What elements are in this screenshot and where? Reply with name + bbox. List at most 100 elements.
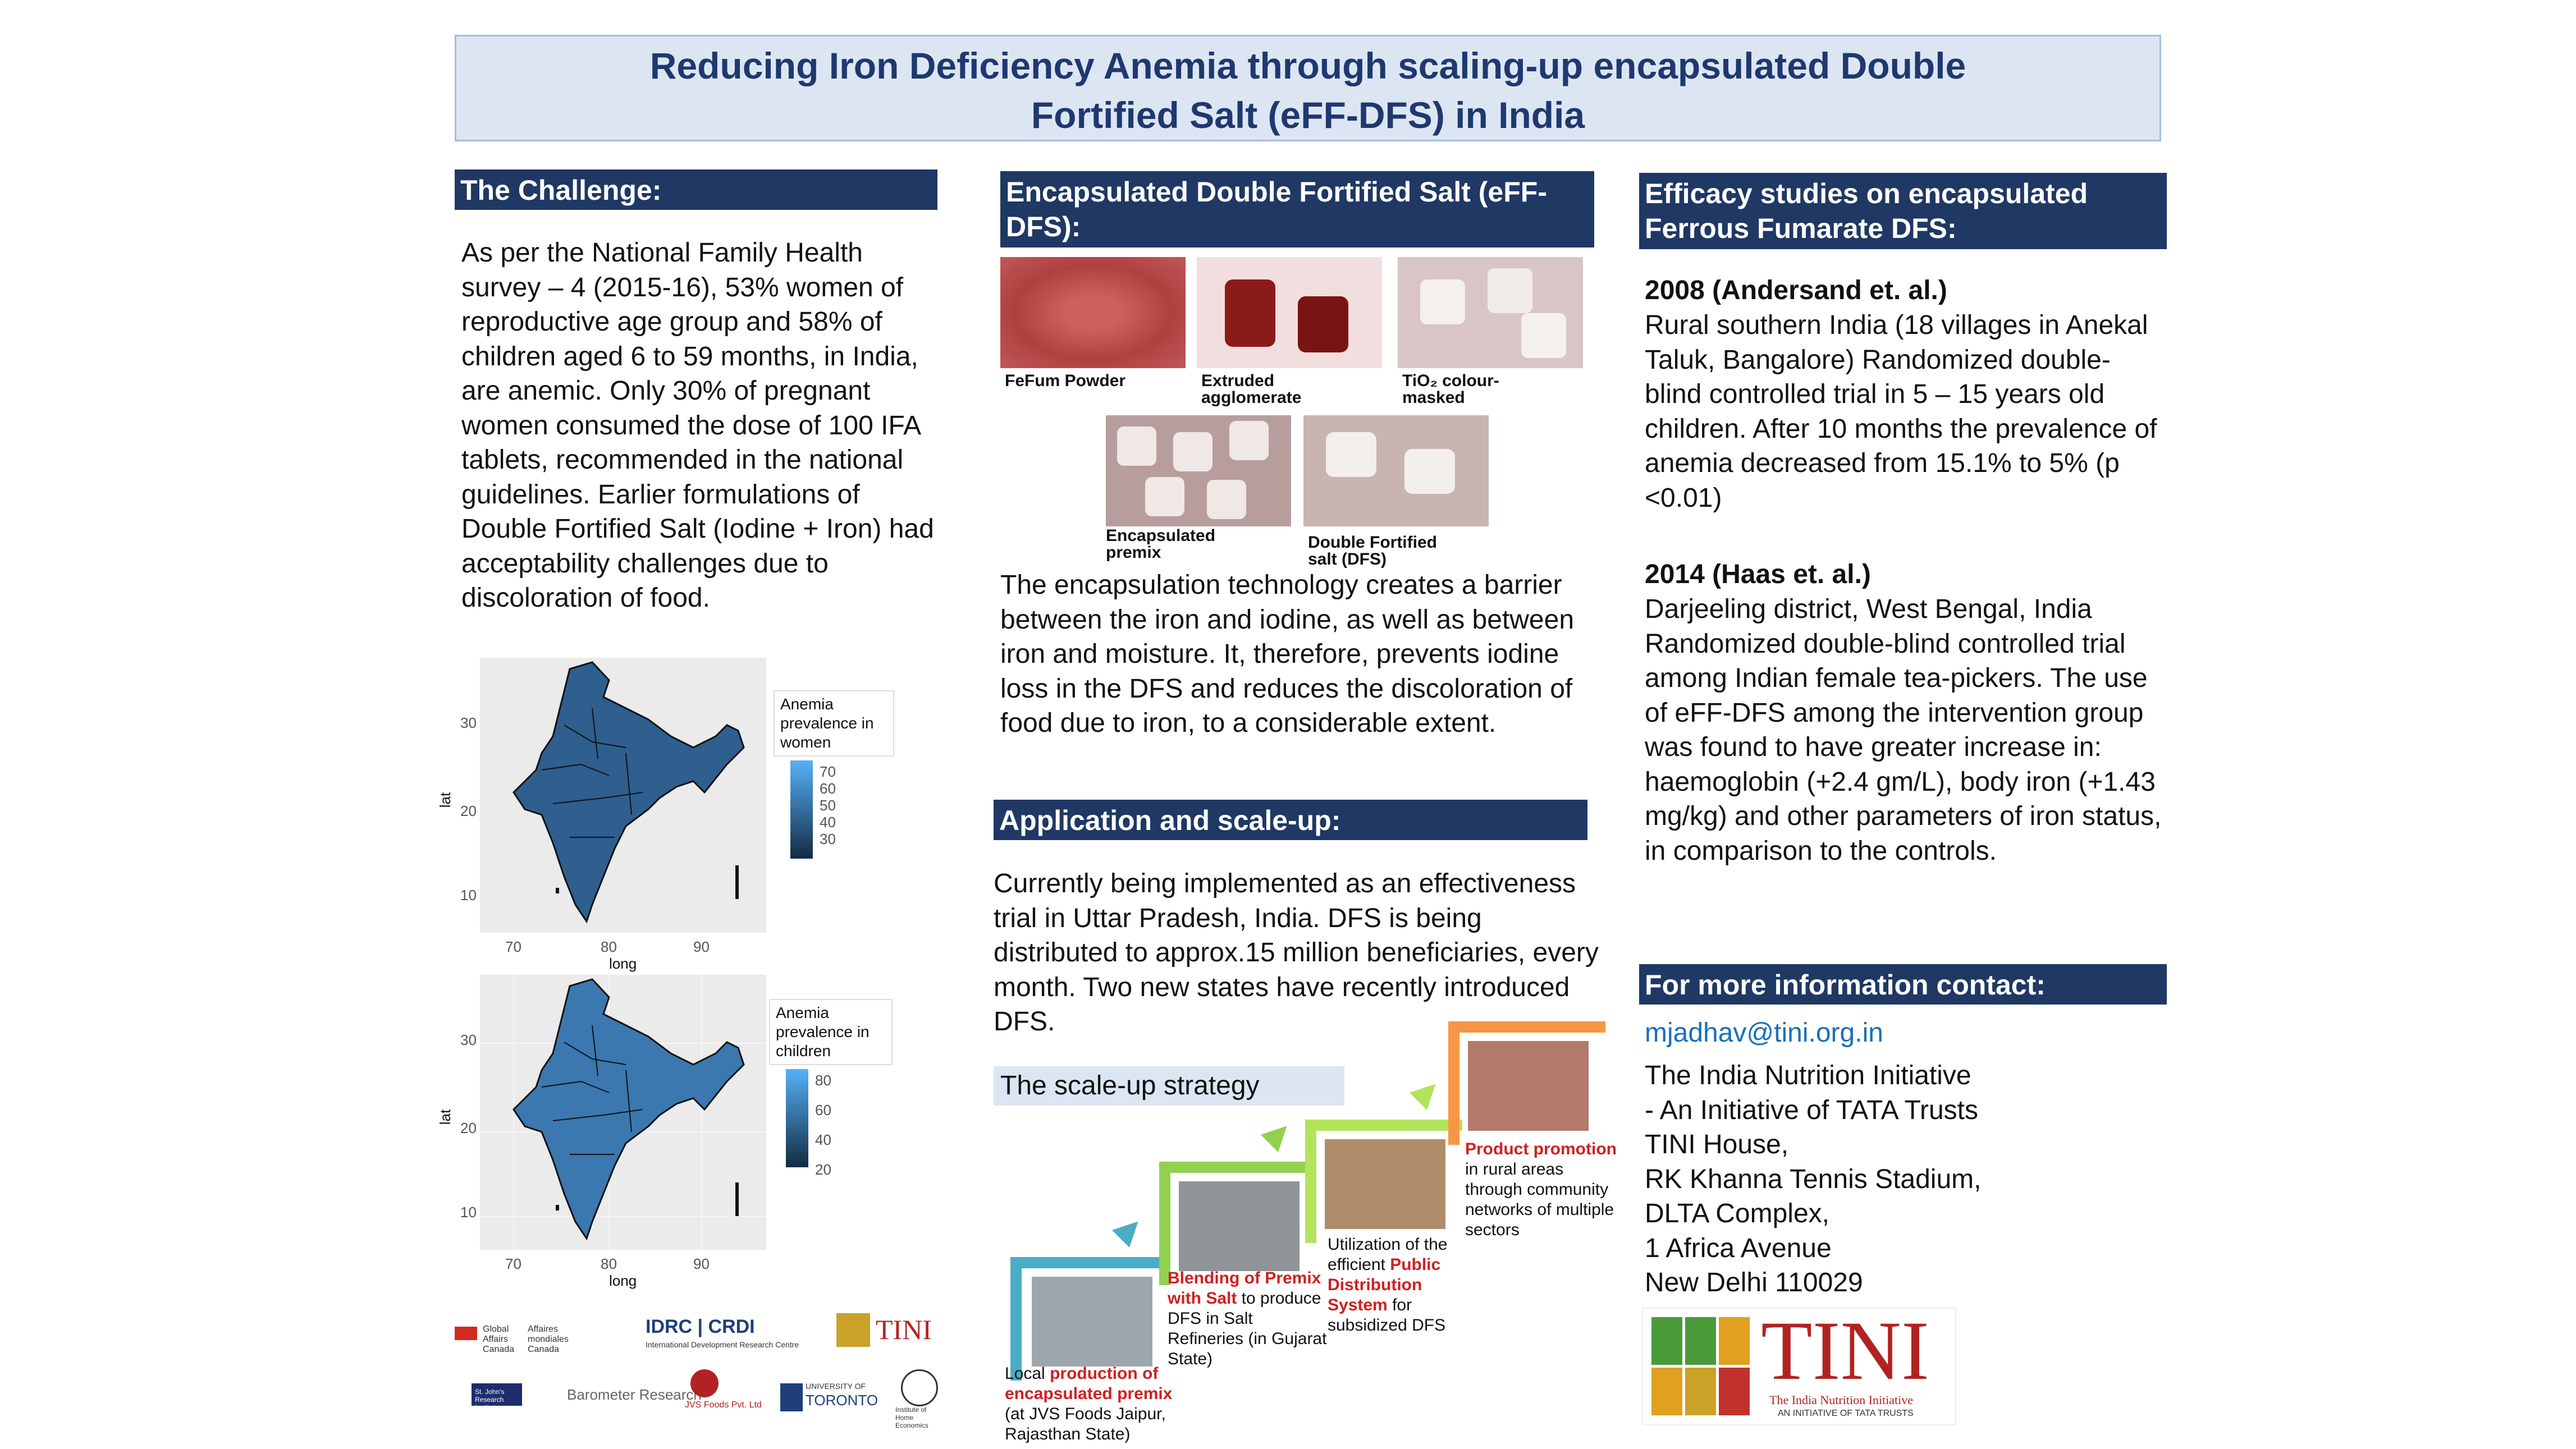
- india-map-women: [480, 658, 766, 933]
- tini-small-logo: TINI: [876, 1314, 932, 1345]
- canada-flag-icon: [455, 1327, 477, 1340]
- map-women: 30 20 10 70 80 90 long lat Anemia preval…: [437, 651, 909, 972]
- y-tick: 10: [460, 1204, 477, 1221]
- step-4-bracket: [1448, 1021, 1605, 1145]
- ihe-logo: Institute of Home Economics: [895, 1406, 928, 1429]
- step-4-text: Product promotion in rural areas through…: [1465, 1140, 1617, 1239]
- legend-gradient: [790, 760, 813, 859]
- step-2-bracket: [1159, 1162, 1316, 1285]
- legend-tick: 40: [815, 1131, 831, 1148]
- gac-logo: Global Affairs Canada: [483, 1324, 515, 1354]
- x-tick: 80: [601, 938, 617, 955]
- y-tick: 20: [460, 803, 477, 819]
- legend-tick: 70: [820, 763, 836, 780]
- y-tick: 30: [460, 714, 477, 731]
- st-johns-logo-icon: [472, 1383, 522, 1406]
- scale-up-strategy-label: The scale-up strategy: [994, 1066, 1344, 1106]
- y-axis-label: lat: [437, 1109, 454, 1125]
- step-3-arrow-icon: [1409, 1075, 1445, 1111]
- application-text: Currently being implemented as an effect…: [994, 869, 1599, 1037]
- step-2-arrow-icon: [1260, 1117, 1296, 1153]
- step-3-photo: [1325, 1139, 1445, 1229]
- st-johns-logo: St. John's Research Institute: [475, 1388, 505, 1411]
- legend-tick: 40: [820, 814, 836, 831]
- y-tick: 30: [460, 1031, 477, 1048]
- poster-title-line-2: Fortified Salt (eFF-DFS) in India: [1031, 94, 1585, 136]
- step-2-photo: [1179, 1181, 1300, 1271]
- legend-gradient: [786, 1069, 808, 1167]
- step-3-bracket: [1305, 1120, 1462, 1243]
- map-panel: [480, 658, 766, 933]
- toronto-logo: TORONTO: [806, 1392, 879, 1409]
- legend-title: Anemia prevalence in children: [769, 999, 893, 1065]
- contact-header: For more information contact:: [1639, 964, 2167, 1005]
- toronto-crest-icon: [780, 1383, 803, 1411]
- legend-title: Anemia prevalence in women: [774, 690, 894, 756]
- address-line: DLTA Complex,: [1645, 1199, 1829, 1228]
- tini-logo: TINI The India Nutrition Initiative AN I…: [1642, 1308, 1956, 1425]
- address-line: RK Khanna Tennis Stadium,: [1645, 1164, 1982, 1194]
- barometer-logo: Barometer Research: [567, 1386, 702, 1403]
- study-2-title: 2014 (Haas et. al.): [1645, 560, 1871, 589]
- india-map-children: [480, 975, 766, 1250]
- x-tick: 70: [505, 938, 521, 955]
- efficacy-header: Efficacy studies on encapsulated Ferrous…: [1639, 173, 2167, 249]
- address-line: New Delhi 110029: [1645, 1268, 1863, 1297]
- step-1-bracket: [1010, 1257, 1168, 1381]
- fefum-powder-photo: [1000, 257, 1186, 368]
- caption-fefum: FeFum Powder: [1005, 372, 1126, 390]
- encapsulated-premix-photo: [1106, 415, 1291, 526]
- tini-emblem-icon: [1651, 1317, 1682, 1365]
- study-1-text: Rural southern India (18 villages in Ane…: [1645, 310, 2157, 513]
- legend-tick: 20: [815, 1161, 831, 1178]
- x-axis-label: long: [609, 1272, 637, 1289]
- legend-tick: 60: [820, 780, 836, 797]
- y-tick: 10: [460, 887, 477, 904]
- idrc-logo: IDRC | CRDI: [646, 1316, 755, 1337]
- study-2-text: Darjeeling district, West Bengal, India …: [1645, 594, 2162, 866]
- contact-email-link[interactable]: mjadhav@tini.org.in: [1645, 1018, 1883, 1048]
- legend-tick: 80: [815, 1072, 831, 1089]
- legend-tick: 60: [815, 1102, 831, 1118]
- map-children: 30 20 10 70 80 90 long lat Anemia preval…: [437, 968, 909, 1289]
- encapsulated-text: The encapsulation technology creates a b…: [1000, 570, 1575, 738]
- legend-tick: 50: [820, 797, 836, 814]
- caption-premix: Encapsulated premix: [1106, 526, 1216, 562]
- idrc-subtitle: International Development Research Centr…: [646, 1340, 799, 1349]
- step-2-text: Blending of Premix with Salt to produce …: [1168, 1269, 1327, 1368]
- x-tick: 90: [693, 1255, 710, 1272]
- extruded-agglomerate-photo: [1197, 257, 1382, 368]
- study-1-title: 2008 (Andersand et. al.): [1645, 276, 1947, 305]
- tio2-masked-photo: [1398, 257, 1583, 368]
- india-shape: [513, 661, 745, 924]
- step-4-photo: [1468, 1041, 1589, 1131]
- toronto-logo-pre: UNIVERSITY OF: [806, 1382, 866, 1391]
- tini-small-emblem-icon: [836, 1313, 870, 1347]
- tini-logo-subtitle: The India Nutrition Initiative: [1769, 1393, 1913, 1407]
- caption-extruded: Extruded agglomerate: [1201, 372, 1302, 407]
- step-1-photo: [1032, 1277, 1152, 1367]
- application-header: Application and scale-up:: [994, 800, 1587, 840]
- address-line: TINI House,: [1645, 1130, 1789, 1159]
- jvs-emblem-icon: [690, 1369, 719, 1397]
- challenge-header: The Challenge:: [455, 169, 937, 210]
- poster-title-line-1: Reducing Iron Deficiency Anemia through …: [649, 45, 1966, 86]
- jvs-logo: JVS Foods Pvt. Ltd: [685, 1400, 762, 1410]
- address-line: - An Initiative of TATA Trusts: [1645, 1095, 1978, 1125]
- caption-tio2: TiO₂ colour-masked: [1402, 372, 1499, 407]
- contact-address: The India Nutrition Initiative - An Init…: [1645, 1058, 2167, 1300]
- tini-logo-text: TINI: [1761, 1304, 1929, 1397]
- x-axis-label: long: [609, 955, 637, 972]
- legend-tick: 30: [820, 831, 836, 847]
- x-tick: 70: [505, 1255, 521, 1272]
- address-line: The India Nutrition Initiative: [1645, 1061, 1971, 1090]
- x-tick: 80: [601, 1255, 617, 1272]
- caption-dfs: Double Fortified salt (DFS): [1308, 533, 1437, 568]
- y-tick: 20: [460, 1120, 477, 1136]
- scale-up-staircase: Local production of encapsulated premix …: [1005, 1021, 1622, 1443]
- address-line: 1 Africa Avenue: [1645, 1233, 1832, 1263]
- partner-logos: Global Affairs Canada Affaires mondiales…: [455, 1313, 960, 1431]
- x-tick: 90: [693, 938, 710, 955]
- tini-logo-tagline: AN INITIATIVE OF TATA TRUSTS: [1778, 1409, 1914, 1418]
- step-1-arrow-icon: [1111, 1212, 1147, 1248]
